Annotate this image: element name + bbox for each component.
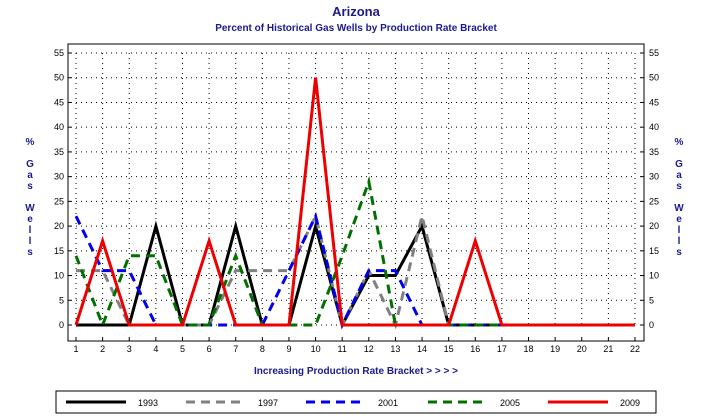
- x-tick-label: 1: [73, 344, 78, 354]
- y-tick-label-left: 45: [54, 97, 64, 107]
- series-line-1997: [76, 211, 635, 330]
- y-axis-label-char: W: [25, 203, 35, 214]
- y-tick-label-left: 0: [59, 320, 64, 330]
- y-tick-label-left: 20: [54, 221, 64, 231]
- series-line-2001: [74, 211, 635, 330]
- y-axis-label-char: %: [675, 137, 684, 148]
- x-tick-label: 22: [630, 344, 640, 354]
- x-tick-label: 13: [390, 344, 400, 354]
- y-axis-label-char: l: [678, 236, 681, 247]
- y-axis-label-char: e: [27, 214, 33, 225]
- y-axis-label-char: W: [674, 203, 684, 214]
- x-axis-label: Increasing Production Rate Bracket > > >…: [254, 366, 458, 377]
- y-axis-label-char: s: [676, 181, 682, 192]
- legend-label-1993: 1993: [138, 398, 158, 408]
- x-tick-label: 21: [603, 344, 613, 354]
- y-axis-label-char: G: [675, 159, 683, 170]
- y-tick-label-right: 15: [649, 246, 659, 256]
- y-tick-label-left: 55: [54, 48, 64, 58]
- y-tick-label-right: 25: [649, 196, 659, 206]
- y-tick-label-left: 25: [54, 196, 64, 206]
- x-tick-label: 3: [127, 344, 132, 354]
- y-tick-label-right: 45: [649, 97, 659, 107]
- y-tick-label-left: 30: [54, 172, 64, 182]
- y-tick-label-left: 40: [54, 122, 64, 132]
- y-tick-label-right: 30: [649, 172, 659, 182]
- series-line-2005: [74, 175, 635, 330]
- x-tick-label: 15: [444, 344, 454, 354]
- y-axis-label-char: s: [676, 247, 682, 258]
- x-tick-label: 11: [338, 344, 347, 354]
- y-axis-label-char: s: [27, 247, 33, 258]
- y-axis-label-char: a: [27, 170, 33, 181]
- y-tick-label-right: 55: [649, 48, 659, 58]
- y-axis-label-char: l: [29, 225, 32, 236]
- chart-title: Arizona: [332, 4, 380, 19]
- x-tick-label: 2: [100, 344, 105, 354]
- x-tick-label: 8: [260, 344, 265, 354]
- x-tick-label: 16: [470, 344, 480, 354]
- legend: 1993 1997 2001 2005 2009: [66, 398, 640, 408]
- chart-subtitle: Percent of Historical Gas Wells by Produ…: [215, 23, 497, 34]
- y-axis-label-char: s: [27, 181, 33, 192]
- y-tick-label-left: 5: [59, 295, 64, 305]
- y-tick-label-right: 10: [649, 271, 659, 281]
- y-tick-label-right: 40: [649, 122, 659, 132]
- series-line-2009: [74, 77, 635, 327]
- x-tick-label: 14: [417, 344, 427, 354]
- y-axis-label-char: G: [26, 159, 34, 170]
- x-tick-label: 7: [233, 344, 238, 354]
- legend-label-2001: 2001: [378, 398, 398, 408]
- x-tick-label: 20: [577, 344, 587, 354]
- x-tick-label: 6: [207, 344, 212, 354]
- y-tick-label-right: 35: [649, 147, 659, 157]
- x-tick-label: 12: [364, 344, 374, 354]
- series-lines: [74, 77, 635, 330]
- y-tick-label-right: 0: [649, 320, 654, 330]
- y-tick-label-right: 5: [649, 295, 654, 305]
- x-tick-label: 10: [311, 344, 321, 354]
- y-axis-label-char: e: [676, 214, 682, 225]
- legend-label-2005: 2005: [500, 398, 520, 408]
- x-tick-label: 9: [286, 344, 291, 354]
- y-axis-label-char: %: [26, 137, 35, 148]
- y-tick-label-right: 20: [649, 221, 659, 231]
- y-tick-label-left: 35: [54, 147, 64, 157]
- y-tick-label-right: 50: [649, 73, 659, 83]
- plot-frame: [67, 43, 645, 342]
- y-axis-label-char: l: [29, 236, 32, 247]
- x-tick-label: 19: [550, 344, 560, 354]
- x-tick-label: 18: [524, 344, 534, 354]
- y-tick-label-left: 50: [54, 73, 64, 83]
- grid: [75, 52, 636, 326]
- legend-label-2009: 2009: [620, 398, 640, 408]
- x-tick-label: 5: [180, 344, 185, 354]
- x-tick-label: 4: [153, 344, 158, 354]
- y-tick-label-left: 15: [54, 246, 64, 256]
- y-axis-label-char: a: [676, 170, 682, 181]
- x-tick-label: 17: [497, 344, 507, 354]
- y-tick-label-left: 10: [54, 271, 64, 281]
- legend-label-1997: 1997: [258, 398, 278, 408]
- y-axis-label-char: l: [678, 225, 681, 236]
- legend-frame: [55, 390, 657, 414]
